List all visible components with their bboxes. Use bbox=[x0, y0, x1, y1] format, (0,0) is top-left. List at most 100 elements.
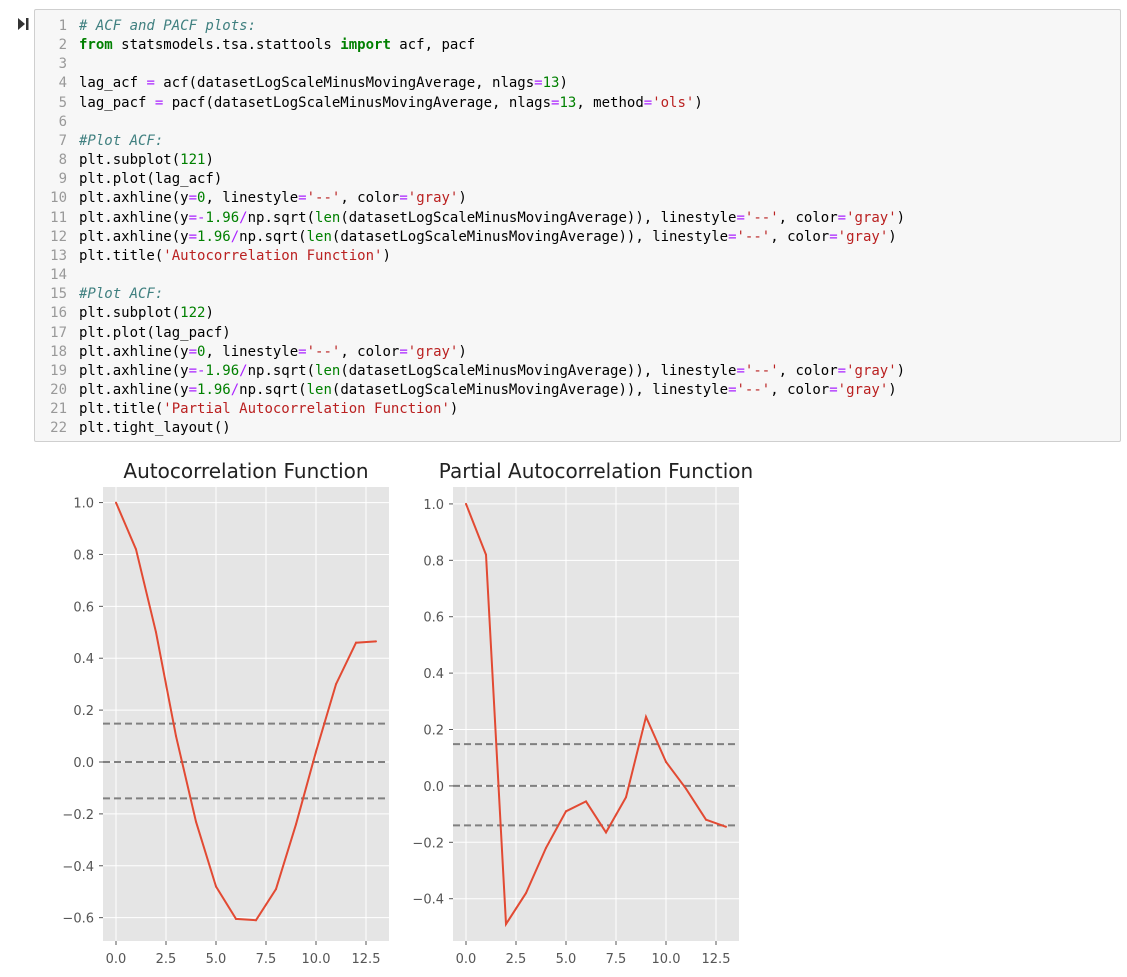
code-token: 121 bbox=[180, 152, 206, 169]
code-token: '--' bbox=[736, 381, 771, 398]
data-point bbox=[375, 640, 377, 643]
line-number: 2 bbox=[58, 37, 67, 54]
code-token: = bbox=[837, 209, 847, 226]
code-token: plt.subplot( bbox=[79, 152, 181, 169]
data-point bbox=[485, 553, 487, 556]
data-point bbox=[295, 823, 297, 826]
code-line: 11 plt.axhline(y=-1.96/np.sqrt(len(datase… bbox=[35, 209, 905, 228]
plot-area bbox=[103, 487, 389, 941]
code-line: 1 # ACF and PACF plots: bbox=[35, 17, 905, 36]
code-token: import bbox=[340, 37, 391, 54]
code-token: = bbox=[736, 362, 745, 379]
code-token: = bbox=[837, 362, 847, 379]
code-token: = bbox=[298, 190, 307, 207]
code-token: 'gray' bbox=[846, 209, 897, 226]
data-point bbox=[525, 892, 527, 895]
code-token: 'gray' bbox=[837, 381, 889, 398]
code-token: , color bbox=[770, 228, 830, 245]
y-tick-label: −0.2 bbox=[412, 836, 444, 851]
data-point bbox=[215, 885, 217, 888]
data-point bbox=[465, 502, 467, 505]
code-token: ) bbox=[896, 209, 906, 226]
line-number: 11 bbox=[50, 209, 67, 226]
x-tick-label: 7.5 bbox=[256, 952, 277, 967]
series-line bbox=[115, 502, 377, 922]
code-token: (datasetLogScaleMinusMovingAverage)), li… bbox=[331, 228, 729, 245]
data-point bbox=[725, 825, 727, 828]
run-cell-icon[interactable] bbox=[13, 14, 33, 34]
code-token: acf, pacf bbox=[390, 37, 476, 54]
code-line: 19 plt.axhline(y=-1.96/np.sqrt(len(datase… bbox=[35, 362, 905, 381]
code-token: (datasetLogScaleMinusMovingAverage)), li… bbox=[340, 209, 737, 226]
code-token: , linestyle bbox=[205, 343, 299, 360]
code-token: (datasetLogScaleMinusMovingAverage)), li… bbox=[331, 381, 729, 398]
x-tick-label: 5.0 bbox=[556, 952, 577, 967]
code-token: len bbox=[315, 209, 341, 226]
code-token: ) bbox=[458, 190, 467, 207]
y-tick-label: 0.8 bbox=[423, 554, 444, 569]
data-point bbox=[685, 787, 687, 790]
code-token: 'gray' bbox=[846, 362, 897, 379]
code-token: '--' bbox=[306, 190, 341, 207]
code-token: 'gray' bbox=[837, 228, 889, 245]
code-line: 12 plt.axhline(y=1.96/np.sqrt(len(dataset… bbox=[35, 228, 905, 247]
code-token: (datasetLogScaleMinusMovingAverage)), li… bbox=[340, 362, 737, 379]
code-line: 13 plt.title('Autocorrelation Function') bbox=[35, 247, 905, 266]
data-point bbox=[645, 715, 647, 718]
chart-title: Autocorrelation Function bbox=[123, 459, 368, 483]
code-token: ) bbox=[449, 401, 459, 418]
code-token: ) bbox=[205, 152, 214, 169]
code-line: 14 bbox=[35, 266, 905, 285]
code-token: #Plot ACF: bbox=[79, 132, 164, 149]
data-point bbox=[115, 501, 117, 504]
code-line: 15 #Plot ACF: bbox=[35, 285, 905, 304]
code-line: 7 #Plot ACF: bbox=[35, 132, 905, 151]
code-token: '--' bbox=[744, 362, 779, 379]
y-tick-label: 0.8 bbox=[73, 548, 94, 563]
code-token: plt.title( bbox=[79, 247, 164, 264]
code-token: lag_acf bbox=[79, 75, 147, 92]
output-figure: 0.0 2.5 5.0 7.5 10.0 12.5−0.6−0.4−0.20.00.20.… bbox=[62, 459, 753, 967]
code-token: = bbox=[188, 343, 198, 360]
code-token: / bbox=[230, 381, 240, 398]
line-number: 4 bbox=[58, 75, 67, 92]
code-token: 122 bbox=[180, 305, 206, 322]
chart-title: Partial Autocorrelation Function bbox=[439, 459, 753, 483]
y-tick-label: 1.0 bbox=[423, 498, 444, 513]
line-number: 19 bbox=[50, 362, 67, 379]
data-point bbox=[545, 846, 547, 849]
code-token: , color bbox=[340, 343, 400, 360]
code-token: 1.96 bbox=[197, 228, 231, 245]
code-token: plt.axhline(y bbox=[79, 362, 189, 379]
code-token: , method bbox=[576, 94, 644, 111]
code-token: / bbox=[239, 209, 248, 226]
code-line: 20 plt.axhline(y=1.96/np.sqrt(len(dataset… bbox=[35, 381, 905, 400]
code-token: 'gray' bbox=[407, 343, 459, 360]
code-token: plt.title( bbox=[79, 401, 164, 418]
code-token: = bbox=[829, 381, 838, 398]
data-point bbox=[565, 810, 567, 813]
code-token: ) bbox=[382, 247, 391, 264]
code-cell-input[interactable]: 1 # ACF and PACF plots: 2 from statsmodels.… bbox=[34, 9, 1121, 442]
line-number: 9 bbox=[58, 171, 67, 188]
code-token: 1.96 bbox=[205, 362, 240, 379]
code-line: 10 plt.axhline(y=0, linestyle='--', color… bbox=[35, 189, 905, 208]
code-editor[interactable]: 1 # ACF and PACF plots: 2 from statsmodels.… bbox=[35, 17, 905, 438]
y-tick-label: 0.0 bbox=[423, 780, 444, 795]
code-token: = bbox=[829, 228, 838, 245]
y-tick-label: 1.0 bbox=[73, 497, 94, 512]
code-token: = bbox=[399, 190, 408, 207]
data-point bbox=[355, 641, 357, 644]
y-tick-label: 0.4 bbox=[73, 652, 94, 667]
code-token: = bbox=[728, 381, 737, 398]
code-line: 21 plt.title('Partial Autocorrelation Fun… bbox=[35, 400, 905, 419]
data-point bbox=[255, 919, 257, 922]
code-token: pacf(datasetLogScaleMinusMovingAverage, … bbox=[163, 94, 552, 111]
code-token: # ACF and PACF plots: bbox=[79, 18, 257, 34]
code-token: , linestyle bbox=[205, 190, 299, 207]
code-line: 22 plt.tight_layout() bbox=[35, 419, 905, 438]
code-token: plt.axhline(y bbox=[79, 343, 189, 360]
code-token: from bbox=[79, 37, 113, 54]
x-tick-label: 7.5 bbox=[606, 952, 627, 967]
code-token: = bbox=[146, 75, 155, 92]
